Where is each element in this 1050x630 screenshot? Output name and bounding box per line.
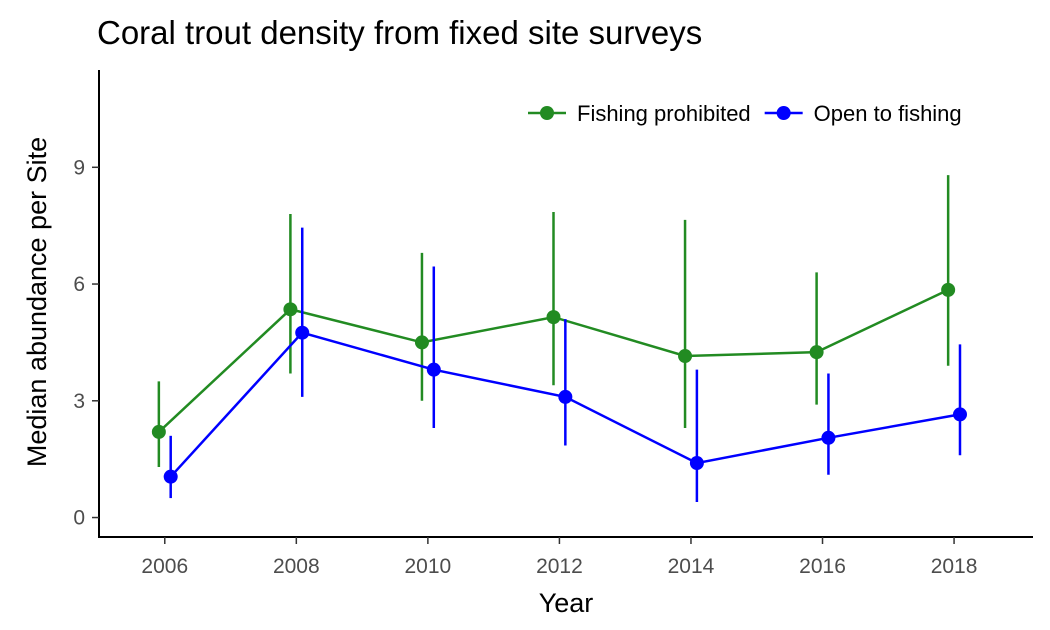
legend-label: Fishing prohibited xyxy=(577,101,751,126)
legend-label: Open to fishing xyxy=(814,101,962,126)
data-point xyxy=(952,407,967,422)
x-axis-label: Year xyxy=(539,588,594,618)
y-tick-label: 3 xyxy=(73,390,85,413)
x-tick-label: 2016 xyxy=(799,555,846,578)
x-tick-label: 2006 xyxy=(141,555,188,578)
data-point xyxy=(941,282,956,297)
legend-swatch-point xyxy=(776,106,791,120)
x-tick-label: 2014 xyxy=(668,555,715,578)
series-fishing-prohibited xyxy=(151,175,956,467)
y-ticks: 0 3 6 9 xyxy=(73,156,99,530)
x-tick-label: 2010 xyxy=(405,555,452,578)
data-point xyxy=(151,424,166,439)
legend-swatch-point xyxy=(540,106,554,120)
x-tick-label: 2018 xyxy=(931,555,978,578)
data-point xyxy=(809,345,824,360)
y-tick-label: 0 xyxy=(73,507,85,530)
x-tick-label: 2012 xyxy=(536,555,583,578)
legend-item: Open to fishing xyxy=(764,101,962,126)
series-layer xyxy=(151,175,967,502)
data-point xyxy=(414,335,429,350)
y-axis-label: Median abundance per Site xyxy=(22,137,52,467)
data-point xyxy=(821,430,836,445)
y-tick-label: 9 xyxy=(73,156,85,179)
y-tick-label: 6 xyxy=(73,273,85,296)
series-open-to-fishing xyxy=(163,227,967,502)
x-tick-label: 2008 xyxy=(273,555,320,578)
data-point xyxy=(678,349,693,364)
data-point xyxy=(689,456,704,471)
chart-title: Coral trout density from fixed site surv… xyxy=(97,14,702,51)
legend: Fishing prohibited Open to fishing xyxy=(528,101,962,126)
x-ticks: 2006 2008 2010 2012 2014 2016 2018 xyxy=(141,537,977,578)
data-point xyxy=(546,310,561,325)
data-point xyxy=(295,325,310,340)
data-point xyxy=(426,362,441,377)
data-point xyxy=(163,469,178,484)
data-point xyxy=(283,302,298,317)
legend-item: Fishing prohibited xyxy=(528,101,751,126)
data-point xyxy=(558,389,573,404)
